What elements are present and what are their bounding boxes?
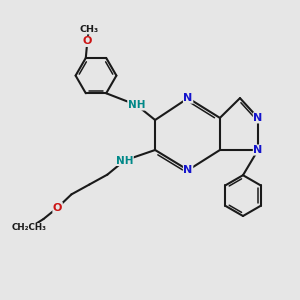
Text: O: O: [82, 36, 92, 46]
Text: NH: NH: [116, 155, 133, 166]
Text: O: O: [53, 202, 62, 213]
Text: NH: NH: [128, 100, 145, 110]
Text: CH₂CH₃: CH₂CH₃: [12, 224, 47, 232]
Text: N: N: [254, 145, 262, 155]
Text: N: N: [184, 93, 193, 103]
Text: CH₃: CH₃: [79, 25, 98, 34]
Text: N: N: [254, 113, 262, 123]
Text: N: N: [184, 165, 193, 175]
